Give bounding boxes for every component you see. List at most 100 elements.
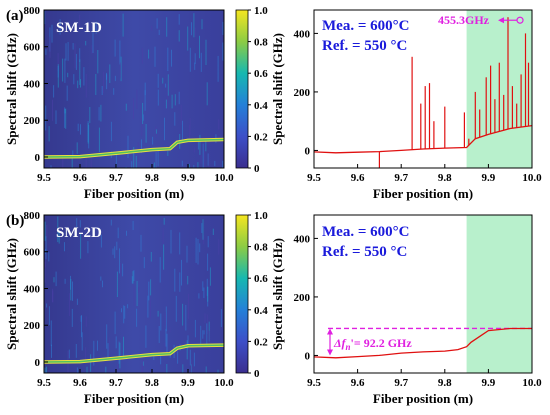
- line-b-ytick-label: 200: [294, 292, 311, 304]
- line-a-xtick-label: 9.9: [482, 172, 496, 184]
- heatmap-a-ytick-label: 200: [24, 115, 41, 127]
- line-b-axes: 9.5 9.6 9.7 9.8 9.9 10.0 0 200 400: [294, 233, 543, 389]
- line-a-xtick-label: 9.7: [394, 172, 408, 184]
- heatmap-a-xtick-label: 9.7: [109, 172, 123, 184]
- heatmap-b-ytick-label: 400: [24, 283, 41, 295]
- heatmap-b-xtick-label: 9.6: [73, 377, 87, 389]
- colorbar-tick-label: 0.2: [254, 336, 268, 348]
- line-a-baseline: [314, 124, 532, 154]
- colorbar-a-ticks: 0 0.2 0.4 0.6 0.8 1.0: [248, 5, 268, 175]
- line-b-offset-arrowhead-bottom: [327, 349, 333, 356]
- heatmap-b: SM-2D 9.5 9.6 9.7 9.8 9.9 10.0 0 200 400 600 800 F…: [4, 210, 234, 406]
- heatmap-a-noise: [44, 11, 224, 168]
- colorbar-a-bar: [235, 9, 249, 169]
- heatmap-b-xtick-label: 9.9: [181, 377, 195, 389]
- panel-a-letter: (a): [6, 8, 24, 24]
- heatmap-a-ytick-label: 0: [35, 152, 41, 164]
- line-b-xtick-label: 9.7: [394, 377, 408, 389]
- line-a-xtick-label: 10.0: [522, 172, 542, 184]
- heatmap-b-axes: 9.5 9.6 9.7 9.8 9.9 10.0 0 200 400 600 800: [24, 210, 235, 389]
- heatmap-b-ytick-label: 0: [35, 357, 41, 369]
- line-a-peak-arrowhead: [498, 17, 505, 24]
- line-a-spikes: [378, 17, 530, 168]
- line-b-ytick-label: 0: [305, 350, 311, 362]
- panel-b-letter: (b): [6, 213, 24, 229]
- heatmap-a-frame: [43, 9, 225, 169]
- heatmap-b-noise: [44, 216, 222, 373]
- line-a-ytick-label: 200: [294, 87, 311, 99]
- heatmap-b-xlabel: Fiber position (m): [84, 391, 184, 406]
- heatmap-b-sample-label: SM-2D: [56, 225, 102, 241]
- heatmap-b-xtick-label: 9.7: [109, 377, 123, 389]
- heatmap-a: SM-1D 9.5 9.6 9.7 9.8 9.9 10.0 0 200 400 600 800 F…: [4, 5, 234, 201]
- heatmap-a-xtick-label: 9.5: [37, 172, 51, 184]
- heatmap-a-xlabel: Fiber position (m): [84, 186, 184, 201]
- line-b-ylabel: Spectral shift (GHz): [270, 238, 285, 350]
- line-a-peak-marker: [516, 16, 524, 24]
- line-b-xtick-label: 10.0: [522, 377, 542, 389]
- line-b-ytick-label: 400: [294, 233, 311, 245]
- colorbar-tick-label: 1.0: [254, 5, 268, 17]
- heatmap-a-axes: 9.5 9.6 9.7 9.8 9.9 10.0 0 200 400 600 800: [24, 5, 235, 184]
- line-b-measured-note: Mea. = 600°C: [322, 224, 409, 240]
- line-b-xtick-label: 9.8: [438, 377, 452, 389]
- colorbar-b-ticks: 0 0.2 0.4 0.6 0.8 1.0: [248, 210, 268, 380]
- colorbar-tick-label: 0.6: [254, 68, 268, 80]
- colorbar-tick-label: 0.2: [254, 131, 268, 143]
- heatmap-a-ytick-label: 800: [24, 5, 41, 17]
- line-a-reference-note: Ref. = 550 °C: [322, 38, 407, 54]
- heatmap-b-xtick-label: 9.5: [37, 377, 51, 389]
- colorbar-a: 0 0.2 0.4 0.6 0.8 1.0: [235, 5, 268, 175]
- heatmap-b-ytick-label: 800: [24, 210, 41, 222]
- colorbar-tick-label: 0.8: [254, 37, 268, 49]
- heatmap-b-ytick-label: 600: [24, 247, 41, 259]
- line-b-xlabel: Fiber position (m): [373, 391, 473, 406]
- heatmap-b-xtick-label: 10.0: [214, 377, 234, 389]
- heatmap-a-xtick-label: 9.9: [181, 172, 195, 184]
- colorbar-tick-label: 1.0: [254, 210, 268, 222]
- line-a-frame: [313, 9, 533, 169]
- heatmap-a-xtick-label: 10.0: [214, 172, 234, 184]
- colorbar-b-bar: [235, 214, 249, 374]
- heatmap-a-sample-label: SM-1D: [56, 20, 102, 36]
- line-b-reference-note: Ref. = 550 °C: [322, 244, 407, 260]
- line-b-shaded-region: [466, 215, 532, 373]
- colorbar-tick-label: 0.6: [254, 273, 268, 285]
- colorbar-tick-label: 0.8: [254, 242, 268, 254]
- colorbar-tick-label: 0: [254, 368, 260, 380]
- colorbar-tick-label: 0: [254, 163, 260, 175]
- heatmap-a-ridge-halo: [44, 138, 224, 158]
- line-b-frame: [313, 214, 533, 374]
- line-a-axes: 9.5 9.6 9.7 9.8 9.9 10.0 0 200 400: [294, 28, 543, 184]
- heatmap-a-ytick-label: 600: [24, 42, 41, 54]
- line-a-xtick-label: 9.5: [307, 172, 321, 184]
- line-b-xtick-label: 9.5: [307, 377, 321, 389]
- heatmap-b-ridge-halo: [44, 344, 224, 363]
- heatmap-a-ytick-label: 400: [24, 78, 41, 90]
- line-b-offset-arrowhead-top: [327, 328, 333, 335]
- heatmap-a-xtick-label: 9.6: [73, 172, 87, 184]
- line-a-xtick-label: 9.6: [351, 172, 365, 184]
- heatmap-b-frame: [43, 214, 225, 374]
- heatmap-b-xtick-label: 9.8: [145, 377, 159, 389]
- line-b-xtick-label: 9.6: [351, 377, 365, 389]
- line-a-xtick-label: 9.8: [438, 172, 452, 184]
- colorbar-b: 0 0.2 0.4 0.6 0.8 1.0: [235, 210, 268, 380]
- line-a-measured-note: Mea. = 600°C: [322, 18, 409, 34]
- line-b-offset-label: Δfn'= 92.2 GHz: [333, 336, 412, 352]
- heatmap-b-ylabel: Spectral shift (GHz): [4, 238, 19, 350]
- line-a-peak-label: 455.3GHz: [438, 13, 490, 27]
- line-a-xlabel: Fiber position (m): [373, 186, 473, 201]
- line-b-xtick-label: 9.9: [482, 377, 496, 389]
- colorbar-tick-label: 0.4: [254, 305, 268, 317]
- line-a-ytick-label: 400: [294, 28, 311, 40]
- heatmap-a-ylabel: Spectral shift (GHz): [4, 33, 19, 145]
- heatmap-b-ytick-label: 200: [24, 320, 41, 332]
- line-a-ytick-label: 0: [305, 145, 311, 157]
- heatmap-a-xtick-label: 9.8: [145, 172, 159, 184]
- colorbar-tick-label: 0.4: [254, 100, 268, 112]
- line-b-series: [314, 327, 532, 359]
